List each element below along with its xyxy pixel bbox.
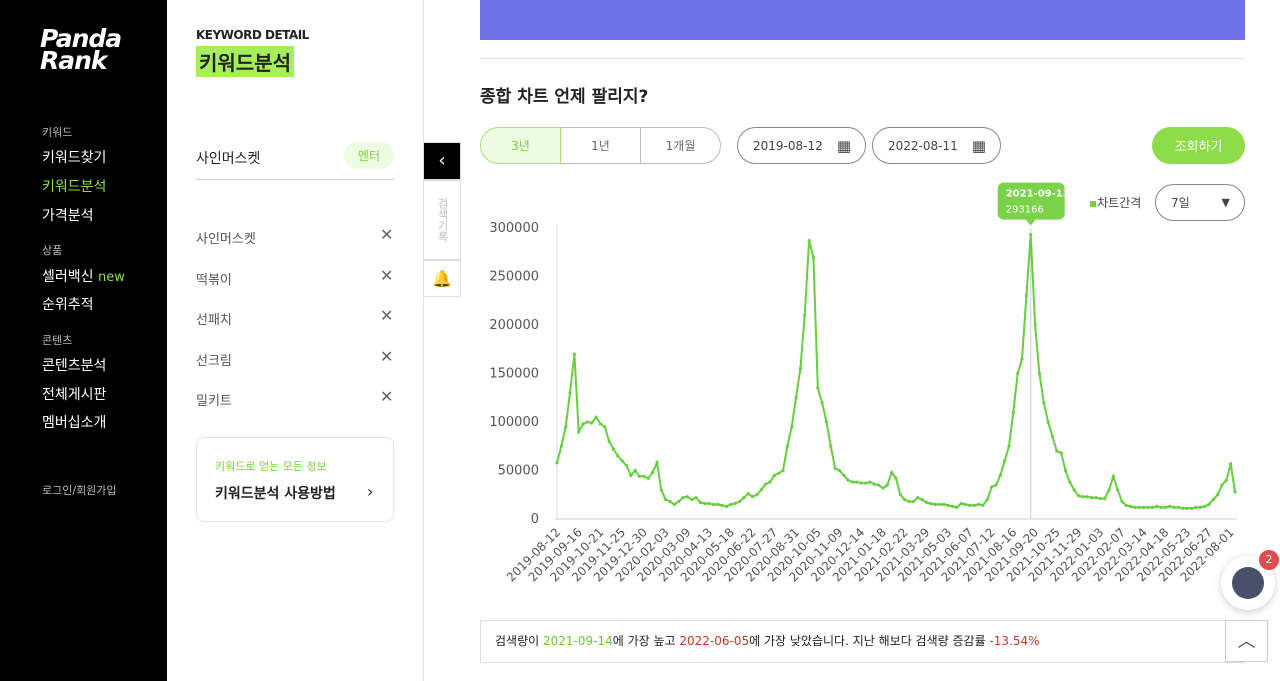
divider: [480, 58, 1245, 59]
summary-date: 2021-09-14: [542, 634, 613, 648]
search-input[interactable]: 사인머스켓 엔터: [196, 140, 394, 180]
interval-select[interactable]: 7일 ▼: [1155, 184, 1245, 221]
section-title: 키워드: [42, 126, 73, 139]
chat-badge: 2: [1259, 550, 1279, 570]
sidebar: Panda Rank 키워드 키워드찾기 키워드분석 가격분석 상품 셀러백신 …: [0, 0, 167, 681]
eyebrow: KEYWORD DETAIL: [196, 28, 309, 42]
remove-button[interactable]: ✕: [380, 225, 394, 244]
enter-button[interactable]: 엔터: [343, 142, 394, 169]
summary-text: 검색량이: [495, 634, 543, 648]
scroll-top[interactable]: ︿: [1225, 620, 1268, 662]
period-button[interactable]: 3년: [480, 127, 561, 164]
heading: 종합 차트 언제 팔리지?: [480, 87, 649, 107]
nav-item[interactable]: 키워드분석: [42, 179, 107, 195]
label-text: 차트간격: [1097, 196, 1142, 210]
chevron: ›: [367, 482, 374, 501]
section-title: 콘텐츠: [42, 334, 73, 347]
period-group: 3년 1년 1개월: [480, 127, 721, 164]
history-item[interactable]: 선크림: [196, 353, 232, 369]
guide-title: 키워드분석 사용방법: [215, 486, 336, 502]
guide-card[interactable]: 키워드로 얻는 모든 정보 키워드분석 사용방법 ›: [196, 437, 394, 522]
history-item[interactable]: 사인머스켓: [196, 232, 256, 247]
remove-button[interactable]: ✕: [380, 306, 394, 325]
banner[interactable]: [480, 0, 1245, 40]
summary-date: 2022-06-05: [679, 634, 750, 648]
nav-item[interactable]: 순위추적: [42, 297, 94, 313]
nav-item[interactable]: 셀러백신 new: [42, 266, 125, 286]
history-item[interactable]: 선패치: [196, 313, 232, 328]
summary-text: 에 가장 낮았습니다. 지난 해보다 검색량 증감률: [749, 634, 990, 648]
bell-tab[interactable]: 🔔: [423, 260, 461, 297]
nav-item[interactable]: 키워드찾기: [42, 150, 107, 166]
select-text: 7일: [1171, 196, 1190, 210]
period-button[interactable]: 1년: [561, 127, 641, 164]
nav-item[interactable]: 전체게시판: [42, 387, 107, 403]
login-link[interactable]: 로그인/회원가입: [42, 484, 117, 497]
history-item[interactable]: 밀키트: [196, 394, 232, 409]
history-tab[interactable]: 검색기록: [423, 180, 461, 260]
date-text: 2022-08-11: [888, 138, 958, 153]
badge: new: [97, 270, 125, 285]
search-button[interactable]: 조회하기: [1152, 127, 1245, 164]
nav-item[interactable]: 가격분석: [42, 208, 94, 224]
input-text: 사인머스켓: [196, 151, 261, 167]
summary-rate: -13.54%: [989, 634, 1040, 648]
summary-text: 에 가장 높고: [612, 634, 680, 648]
nav-item[interactable]: 멤버십소개: [42, 415, 107, 431]
chat-button[interactable]: 2: [1221, 550, 1279, 610]
collapse-tab[interactable]: ‹: [423, 142, 461, 180]
section-title: 상품: [42, 244, 63, 257]
period-button[interactable]: 1개월: [641, 127, 721, 164]
date-to[interactable]: 2022-08-11 ▦: [872, 127, 1001, 164]
summary: 검색량이 2021-09-14에 가장 높고 2022-06-05에 가장 낮았…: [480, 620, 1245, 663]
keyword-panel: KEYWORD DETAIL 키워드분석 사인머스켓 엔터 사인머스켓 ✕ 떡볶이 ✕…: [167, 0, 424, 681]
history-item[interactable]: 떡볶이: [196, 272, 232, 288]
nav-item[interactable]: 콘텐츠분석: [42, 358, 107, 374]
date-from[interactable]: 2019-08-12 ▦: [737, 127, 866, 164]
guide-sub: 키워드로 얻는 모든 정보: [215, 460, 327, 473]
interval-label: ▪차트간격: [1089, 196, 1142, 210]
date-text: 2019-08-12: [753, 138, 823, 153]
caret: ▼: [1221, 196, 1230, 209]
panel-title: 키워드분석: [196, 46, 294, 77]
remove-button[interactable]: ✕: [380, 265, 394, 285]
remove-button[interactable]: ✕: [380, 346, 394, 366]
nav-label: 셀러백신: [42, 269, 94, 285]
chat-icon: [1232, 567, 1264, 599]
calendar-icon: ▦: [836, 136, 851, 155]
main: 종합 차트 언제 팔리지? 3년 1년 1개월 2019-08-12 ▦ 2022…: [461, 0, 1280, 681]
remove-button[interactable]: ✕: [380, 387, 394, 406]
logo[interactable]: Panda Rank: [40, 24, 122, 75]
calendar-icon: ▦: [971, 136, 986, 155]
